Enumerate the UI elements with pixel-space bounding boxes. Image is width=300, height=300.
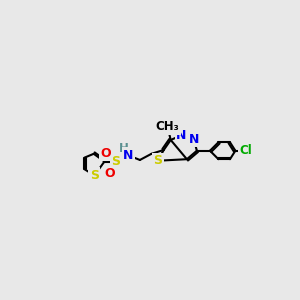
Text: CH₃: CH₃ bbox=[156, 120, 179, 134]
Text: N: N bbox=[123, 149, 134, 162]
Text: O: O bbox=[101, 146, 111, 160]
Text: O: O bbox=[104, 167, 115, 180]
Text: S: S bbox=[112, 155, 121, 168]
Text: Cl: Cl bbox=[240, 144, 253, 157]
Text: N: N bbox=[189, 133, 199, 146]
Text: S: S bbox=[153, 154, 162, 167]
Text: H: H bbox=[119, 142, 129, 155]
Text: N: N bbox=[176, 129, 187, 142]
Text: S: S bbox=[90, 169, 99, 182]
